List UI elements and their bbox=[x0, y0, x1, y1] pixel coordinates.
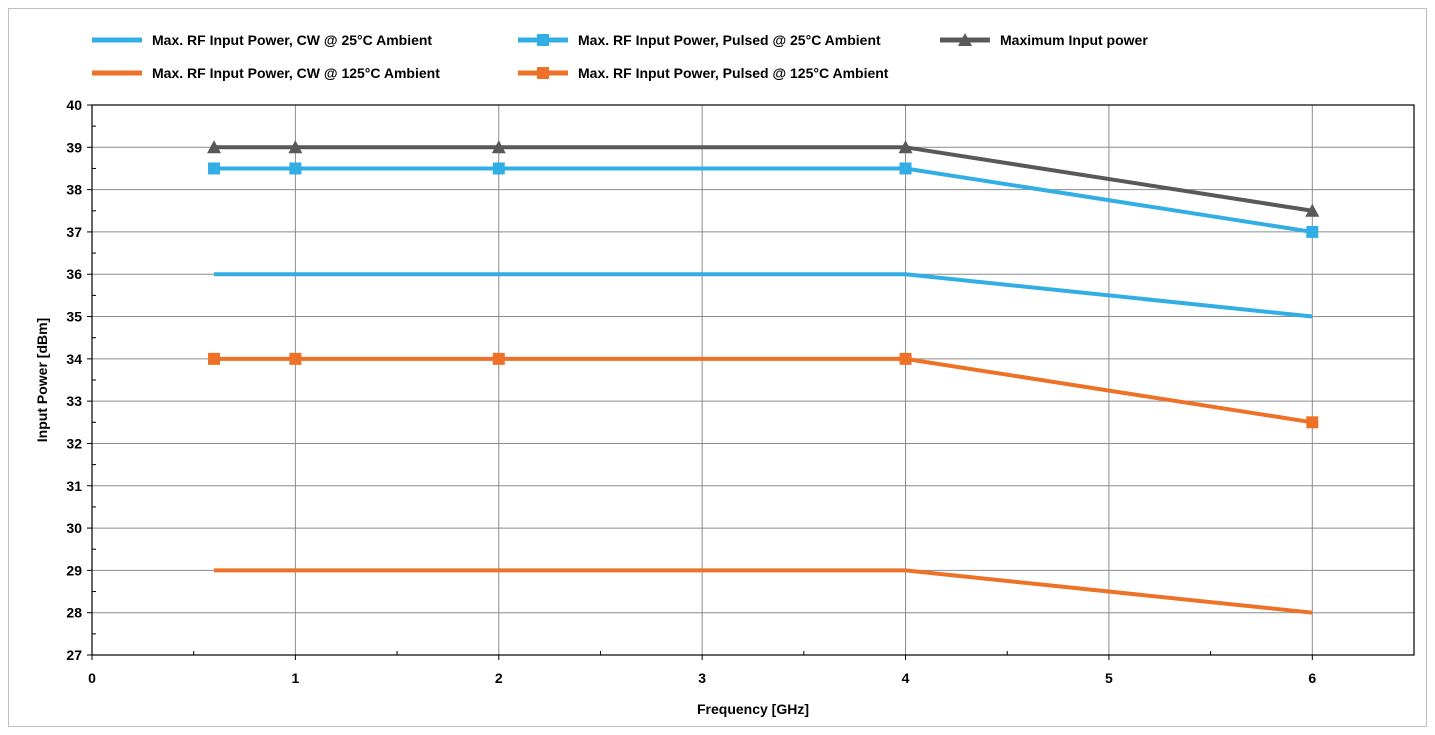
chart-frame bbox=[8, 8, 1427, 727]
y-tick-label: 39 bbox=[66, 139, 82, 155]
data-point bbox=[1306, 416, 1319, 429]
data-point bbox=[491, 140, 506, 154]
y-tick-label: 32 bbox=[66, 435, 82, 451]
data-point bbox=[898, 140, 913, 154]
series-1 bbox=[208, 162, 1319, 238]
data-point bbox=[289, 162, 302, 175]
data-point bbox=[492, 162, 505, 175]
series-line bbox=[214, 568, 1313, 615]
legend-marker bbox=[958, 33, 972, 46]
data-point bbox=[1306, 225, 1319, 238]
legend: Max. RF Input Power, CW @ 25°C Ambient Ma… bbox=[92, 32, 1148, 81]
y-tick-label: 36 bbox=[66, 266, 82, 282]
legend-entry: Maximum Input power bbox=[940, 32, 1148, 48]
legend-entry: Max. RF Input Power, Pulsed @ 125°C Ambi… bbox=[518, 65, 889, 81]
x-tick-label: 2 bbox=[495, 670, 503, 686]
series-line bbox=[214, 145, 1313, 213]
legend-marker bbox=[537, 34, 549, 46]
series-group bbox=[207, 140, 1320, 615]
y-tick-label: 34 bbox=[66, 351, 82, 367]
x-tick-label: 4 bbox=[902, 670, 910, 686]
y-tick-label: 31 bbox=[66, 478, 82, 494]
grid bbox=[92, 104, 1414, 656]
x-tick-label: 3 bbox=[698, 670, 706, 686]
legend-label: Max. RF Input Power, CW @ 125°C Ambient bbox=[152, 65, 440, 81]
y-tick-label: 37 bbox=[66, 224, 82, 240]
legend-label: Maximum Input power bbox=[1000, 32, 1148, 48]
y-tick-label: 38 bbox=[66, 182, 82, 198]
series-2 bbox=[207, 140, 1320, 217]
data-point bbox=[289, 352, 302, 365]
data-point bbox=[288, 140, 303, 154]
x-axis-title: Frequency [GHz] bbox=[697, 701, 809, 717]
legend-entry: Max. RF Input Power, CW @ 25°C Ambient bbox=[92, 32, 432, 48]
y-tick-label: 29 bbox=[66, 562, 82, 578]
legend-entry: Max. RF Input Power, CW @ 125°C Ambient bbox=[92, 65, 440, 81]
x-tick-label: 1 bbox=[291, 670, 299, 686]
y-tick-label: 33 bbox=[66, 393, 82, 409]
plot-area bbox=[91, 104, 1415, 656]
data-point bbox=[208, 162, 221, 175]
legend-marker bbox=[537, 67, 549, 79]
y-tick-label: 30 bbox=[66, 520, 82, 536]
x-tick-label: 0 bbox=[88, 670, 96, 686]
legend-label: Max. RF Input Power, Pulsed @ 125°C Ambi… bbox=[578, 65, 889, 81]
legend-entry: Max. RF Input Power, Pulsed @ 25°C Ambie… bbox=[518, 32, 881, 48]
x-tick-label: 5 bbox=[1105, 670, 1113, 686]
series-4 bbox=[208, 352, 1319, 429]
data-point bbox=[492, 352, 505, 365]
legend-label: Max. RF Input Power, CW @ 25°C Ambient bbox=[152, 32, 432, 48]
y-tick-label: 28 bbox=[66, 605, 82, 621]
x-tick-label: 6 bbox=[1308, 670, 1316, 686]
series-line bbox=[214, 166, 1313, 234]
y-tick-label: 40 bbox=[66, 97, 82, 113]
series-0 bbox=[214, 272, 1313, 319]
y-axis-title: Input Power [dBm] bbox=[34, 318, 50, 442]
data-point bbox=[207, 140, 222, 154]
data-point bbox=[899, 352, 912, 365]
data-point bbox=[1305, 203, 1320, 217]
legend-label: Max. RF Input Power, Pulsed @ 25°C Ambie… bbox=[578, 32, 881, 48]
y-tick-label: 27 bbox=[66, 647, 82, 663]
series-line bbox=[214, 356, 1313, 425]
series-line bbox=[214, 272, 1313, 319]
data-point bbox=[208, 352, 221, 365]
data-point bbox=[899, 162, 912, 175]
series-3 bbox=[214, 568, 1313, 615]
plot-border bbox=[91, 104, 1415, 656]
y-tick-label: 35 bbox=[66, 309, 82, 325]
